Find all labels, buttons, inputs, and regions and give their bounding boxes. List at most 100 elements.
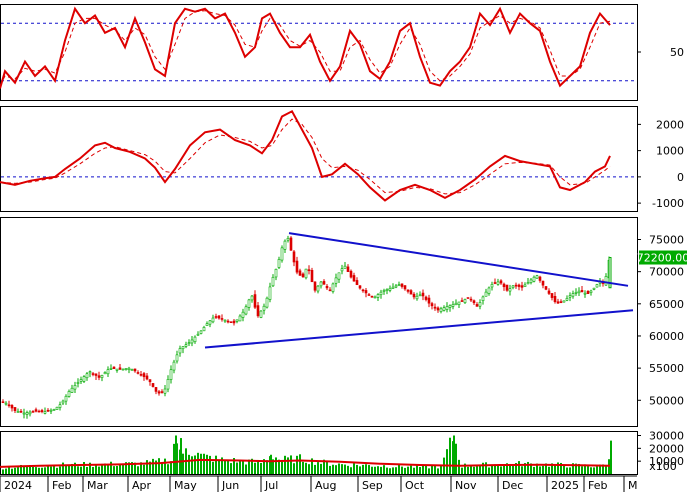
- y-tick-label: 75000: [649, 234, 684, 247]
- candle-body: [136, 372, 140, 374]
- x-tick-label: Aug: [315, 479, 336, 492]
- volume-bar: [326, 461, 328, 474]
- candle-body: [568, 295, 572, 298]
- volume-bar: [131, 462, 133, 474]
- volume-bar: [86, 466, 88, 474]
- volume-bar: [311, 458, 313, 474]
- volume-bar: [605, 465, 607, 474]
- volume-bar: [209, 455, 211, 474]
- candle-body: [349, 270, 353, 278]
- volume-bar: [62, 462, 64, 474]
- candle-body: [361, 289, 365, 292]
- candle-body: [70, 387, 74, 393]
- volume-bar: [20, 464, 22, 474]
- candle-body: [61, 400, 65, 404]
- volume-spike-bar: [180, 438, 182, 474]
- candle-body: [571, 293, 575, 297]
- volume-bar: [509, 463, 511, 474]
- volume-bar: [197, 452, 199, 474]
- candle-body: [217, 315, 221, 319]
- series-line-macd: [0, 109, 611, 202]
- candle-body: [223, 319, 227, 322]
- candle-body: [310, 270, 314, 283]
- y-tick-label: 65000: [649, 298, 684, 311]
- y-tick-label: 50: [670, 46, 684, 59]
- candle-body: [334, 277, 338, 284]
- candle-body: [286, 238, 290, 241]
- candle-body: [292, 251, 296, 263]
- volume-bar: [272, 459, 274, 474]
- candle-body: [226, 320, 230, 323]
- trend-line: [204, 309, 634, 349]
- candle-body: [124, 368, 128, 370]
- volume-bar: [77, 466, 79, 474]
- volume-bar: [245, 464, 247, 474]
- candle-body: [385, 289, 389, 291]
- candle-body: [577, 290, 581, 294]
- volume-bar: [368, 465, 370, 474]
- candle-body: [202, 327, 206, 332]
- volume-bar: [320, 463, 322, 474]
- candle-body: [355, 280, 359, 286]
- volume-bar: [266, 460, 268, 474]
- x-tick-label: 2025: [551, 479, 579, 492]
- candle-body: [469, 298, 473, 301]
- candle-body: [184, 344, 188, 347]
- candle-body: [475, 304, 479, 307]
- volume-bar: [542, 465, 544, 474]
- volume-bar: [170, 461, 172, 474]
- candle-body: [481, 296, 485, 302]
- candle-body: [556, 301, 560, 304]
- candle-body: [76, 382, 80, 384]
- volume-bar: [527, 461, 529, 474]
- candle-body: [7, 404, 11, 407]
- volume-bar: [29, 465, 31, 474]
- candle-body: [418, 294, 422, 297]
- candle-body: [130, 369, 134, 371]
- x-tick-label: Apr: [132, 479, 152, 492]
- volume-bar: [362, 464, 364, 474]
- candle-body: [172, 361, 176, 371]
- volume-bar: [530, 463, 532, 474]
- volume-bar: [2, 469, 4, 474]
- candle-body: [448, 305, 452, 308]
- candle-body: [394, 285, 398, 288]
- candle-body: [151, 383, 155, 387]
- volume-bar: [263, 459, 265, 474]
- candle-body: [331, 283, 335, 292]
- x-tick-label: Sep: [362, 479, 383, 492]
- candle-body: [139, 374, 143, 376]
- volume-bar: [422, 464, 424, 474]
- candle-body: [199, 330, 203, 334]
- series-line-d: [0, 10, 611, 86]
- candle-body: [337, 272, 341, 280]
- x-tick-label: Jun: [221, 479, 239, 492]
- volume-bar: [284, 455, 286, 474]
- volume-bar: [431, 465, 433, 474]
- volume-spike-bar: [175, 435, 177, 474]
- volume-bar: [467, 466, 469, 474]
- candle-body: [28, 411, 32, 415]
- candle-body: [175, 354, 179, 362]
- volume-bar: [461, 467, 463, 474]
- candle-body: [40, 410, 44, 412]
- y-tick-label: -1000: [652, 197, 684, 210]
- volume-bar: [23, 466, 25, 474]
- candle-body: [490, 284, 494, 288]
- candle-body: [166, 379, 170, 390]
- volume-bar: [329, 465, 331, 474]
- candle-body: [193, 336, 197, 343]
- volume-bar: [350, 467, 352, 474]
- candle-body: [154, 387, 158, 392]
- volume-bar: [515, 463, 517, 474]
- volume-bar: [374, 466, 376, 474]
- candle-body: [97, 375, 101, 378]
- candle-body: [37, 410, 41, 413]
- volume-bar: [53, 464, 55, 474]
- candle-body: [157, 391, 161, 394]
- candle-body: [274, 268, 278, 278]
- volume-bar: [338, 463, 340, 474]
- x-tick-label: 2024: [4, 479, 32, 492]
- candle-body: [52, 409, 56, 411]
